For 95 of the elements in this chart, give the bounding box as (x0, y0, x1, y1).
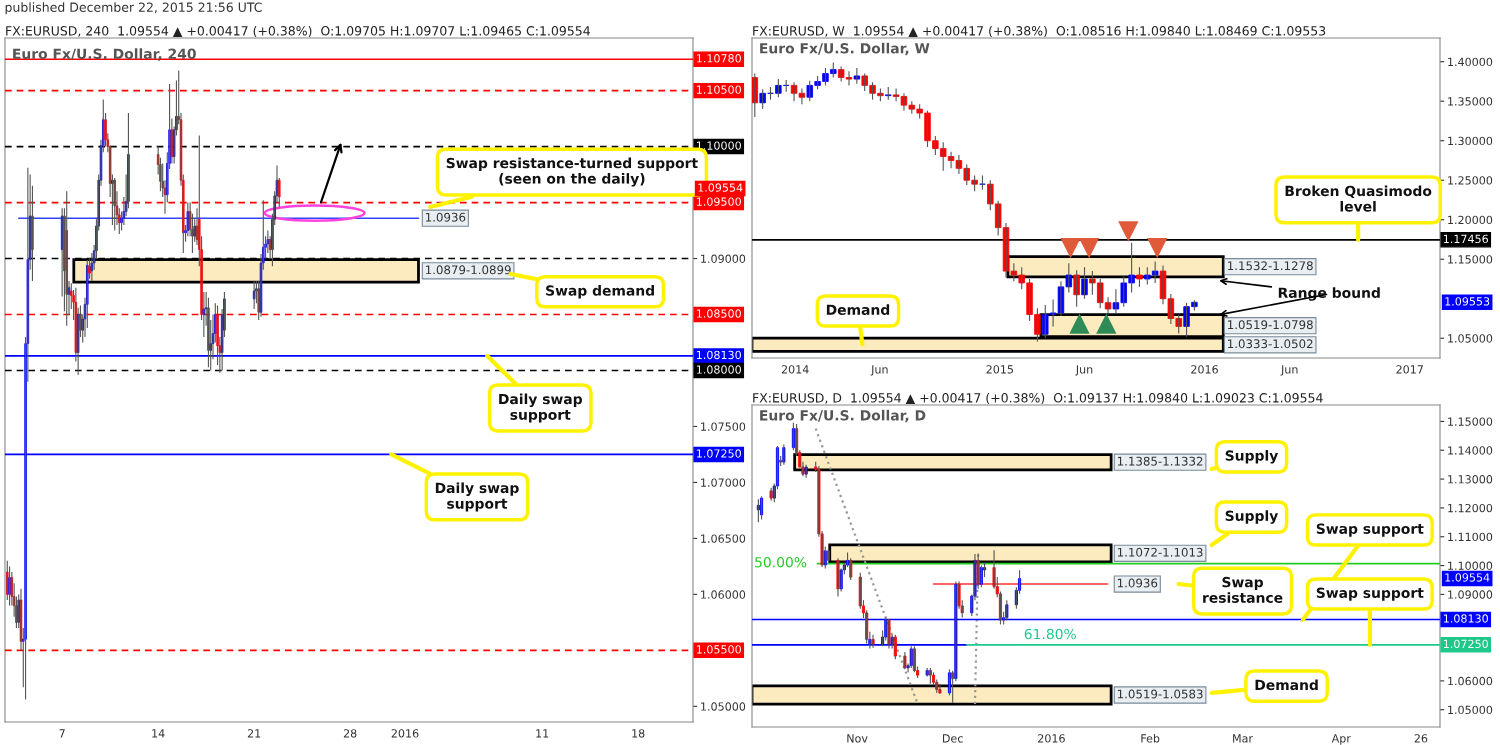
annotation: Swap resistance (1203, 576, 1283, 603)
y-tick-label: 1.25000 (1448, 176, 1493, 185)
x-tick-label: Jun (1280, 365, 1298, 376)
band-label: 1.0333-1.0502 (1228, 339, 1313, 349)
candlestick (885, 86, 892, 101)
x-tick-label: Dec (943, 734, 963, 743)
chart-title: FX:EURUSD, 240 1.09554 ▲ +0.00417 (+0.38%) O:1.09705 H:1.09707 L:1.09465 C:1.09554 (6, 25, 590, 38)
y-tick-label: 1.11000 (1448, 532, 1493, 542)
candlestick (1136, 266, 1143, 288)
ref-line-label: 1.10780 (696, 54, 741, 63)
annotation: Swap support (1316, 523, 1424, 537)
x-tick-label: 2015 (986, 365, 1013, 374)
annotation: 61.80% (1024, 628, 1076, 640)
candlestick (1081, 266, 1088, 300)
ref-line-label: 1.08130 (1443, 614, 1488, 623)
y-tick-label: 1.05000 (1448, 334, 1493, 343)
ref-line-label: 1.10500 (696, 85, 741, 94)
y-tick-label: 1.20000 (1448, 215, 1493, 225)
x-tick-label: 11 (536, 729, 549, 738)
annotation: Swap support (1316, 587, 1424, 601)
candlestick (759, 88, 766, 110)
y-tick-label: 1.06000 (1448, 676, 1493, 686)
candlestick (849, 557, 853, 581)
ref-line-label: 1.0936 (425, 212, 466, 222)
annotation: Daily swap support (435, 482, 519, 512)
annotation: Swap demand (546, 285, 654, 299)
x-tick-label: 7 (59, 729, 65, 738)
ref-line-label: 1.0936 (1117, 578, 1158, 588)
y-tick-label: 1.35000 (1448, 97, 1493, 106)
text: Euro Fx/U.S. Dollar, 240 (13, 48, 196, 61)
chart-title: FX:EURUSD, D 1.09554 ▲ +0.00417 (+0.38%) O:1.09137 H:1.09840 L:1.09023 C:1.09554 (753, 392, 1323, 405)
ref-line-label: 1.09500 (696, 197, 741, 206)
y-tick-label: 1.09000 (1448, 590, 1493, 599)
x-tick-label: 2014 (781, 365, 809, 374)
band-label: 1.1532-1.1278 (1228, 261, 1313, 271)
ref-line-label: 1.08130 (696, 350, 741, 360)
ref-line-label: 1.08500 (696, 309, 741, 318)
x-tick-label: 2016 (391, 729, 419, 738)
text: 1.09554 (1445, 573, 1490, 582)
band-label: 1.0519-1.0583 (1117, 689, 1203, 699)
x-tick-label: 2016 (1038, 734, 1065, 743)
x-tick-label: Jun (870, 365, 888, 376)
ref-line-label: 1.08000 (696, 365, 741, 374)
text: 1.09554 (698, 183, 743, 192)
x-tick-label: 14 (152, 729, 165, 738)
x-tick-label: 26 (1414, 734, 1428, 743)
x-tick-label: 18 (632, 729, 645, 738)
y-tick-label: 1.13000 (1448, 475, 1493, 484)
y-tick-label: 1.07500 (701, 422, 746, 431)
text: published December 22, 2015 21:56 UTC (5, 2, 262, 15)
y-tick-label: 1.15000 (1448, 417, 1493, 426)
y-tick-label: 1.06000 (701, 590, 746, 599)
x-tick-label: Apr (1331, 734, 1351, 745)
band-label: 1.1072-1.1013 (1117, 547, 1203, 557)
band-label: 1.1385-1.1332 (1117, 456, 1203, 466)
candlestick (1073, 269, 1080, 308)
candlestick (853, 67, 861, 85)
y-tick-label: 1.10000 (1448, 561, 1493, 570)
x-tick-label: 28 (343, 729, 357, 738)
chart-subtitle: Euro Fx/U.S. Dollar, D (760, 409, 926, 423)
chart-title: FX:EURUSD, W 1.09554 ▲ +0.00417 (+0.38%) O:1.08516 H:1.09840 L:1.08469 C:1.09553 (753, 25, 1326, 38)
annotation: Swap resistance-turned support (seen on the daily) (446, 157, 698, 187)
chart-subtitle: Euro Fx/U.S. Dollar, W (760, 42, 930, 56)
x-tick-label: Nov (847, 734, 868, 743)
annotation: Demand (1255, 679, 1318, 691)
x-tick-label: 2016 (1191, 365, 1218, 374)
y-tick-label: 1.15000 (1448, 255, 1493, 264)
x-tick-label: Jun (1075, 365, 1093, 376)
annotation: Broken Quasimodo level (1285, 185, 1432, 212)
y-tick-label: 1.06500 (701, 534, 746, 543)
annotation: 50.00% (755, 556, 807, 568)
y-tick-label: 1.07000 (701, 478, 746, 487)
annotation: Supply (1225, 510, 1279, 524)
y-tick-label: 1.05000 (1448, 705, 1493, 715)
y-tick-label: 1.09000 (701, 254, 746, 263)
annotation: Range bound (1278, 287, 1380, 301)
y-tick-label: 1.12000 (1448, 503, 1493, 513)
text: 1.09553 (1445, 297, 1490, 306)
ref-line-label: 1.07250 (696, 449, 741, 458)
annotation: Supply (1225, 450, 1279, 464)
x-tick-label: 2017 (1396, 365, 1423, 374)
band-label: 1.0519-1.0798 (1228, 320, 1313, 330)
x-tick-label: 21 (247, 729, 261, 738)
y-tick-label: 1.05000 (701, 702, 746, 711)
x-tick-label: Mar (1233, 734, 1253, 743)
annotation: Demand (826, 304, 890, 315)
x-tick-label: Feb (1141, 733, 1160, 743)
y-tick-label: 1.14000 (1448, 446, 1493, 455)
ref-line-label: 1.17456 (1443, 234, 1488, 244)
ref-line-label: 1.07250 (1443, 639, 1488, 649)
y-tick-label: 1.30000 (1448, 136, 1493, 146)
ref-line-label: 1.05500 (696, 645, 741, 654)
annotation: Daily swap support (499, 393, 582, 423)
band-label: 1.0879-1.0899 (425, 265, 511, 275)
y-tick-label: 1.40000 (1448, 57, 1493, 67)
